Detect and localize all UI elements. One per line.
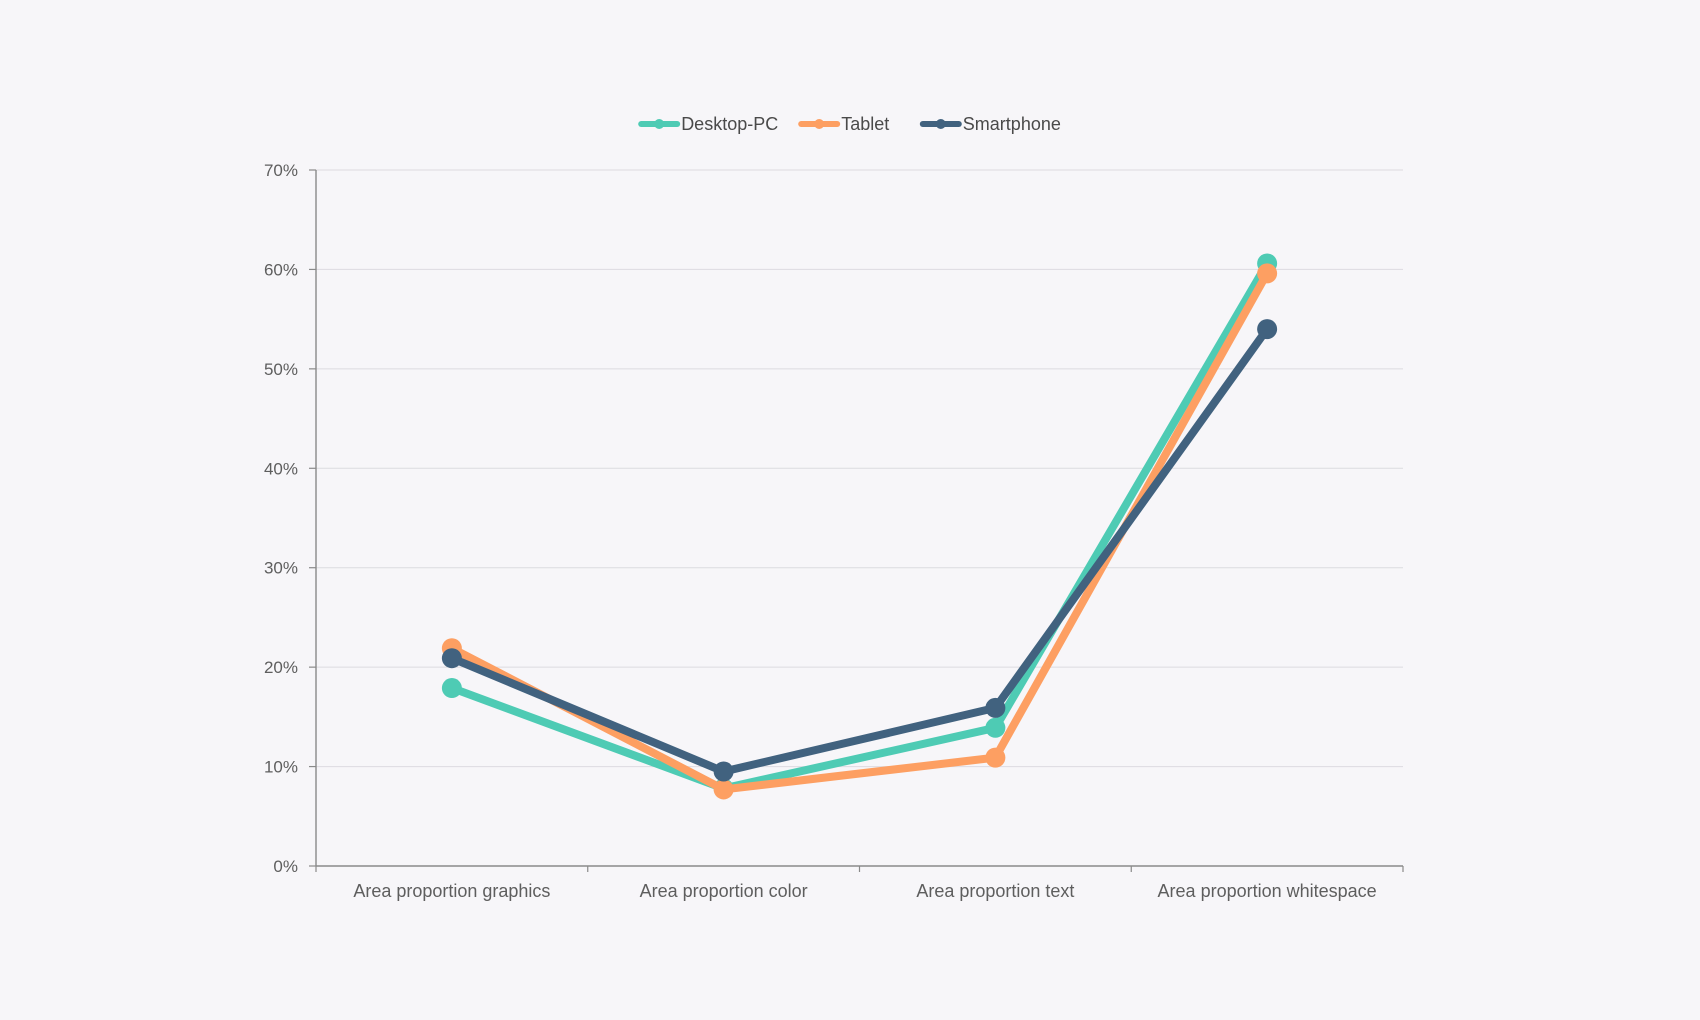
x-tick-label: Area proportion graphics [353,881,550,901]
series-smartphone [441,319,1278,782]
data-point-desktop-pc[interactable] [985,717,1006,738]
series-line-smartphone [447,325,1272,776]
data-point-smartphone[interactable] [985,697,1006,718]
x-tick-label: Area proportion whitespace [1158,881,1377,901]
data-point-desktop-pc[interactable] [441,678,462,699]
legend-item-tablet[interactable]: Tablet [798,114,889,134]
y-tick-label: 70% [264,161,298,180]
y-tick-label: 40% [264,459,298,478]
legend-label: Tablet [841,114,889,134]
grid-lines [316,169,1403,768]
y-tick-label: 20% [264,658,298,677]
legend-label: Desktop-PC [681,114,778,134]
series-lines [441,253,1278,800]
legend-dot-marker [654,119,665,129]
data-point-smartphone[interactable] [1257,319,1278,340]
y-tick-label: 50% [264,360,298,379]
legend-label: Smartphone [963,114,1061,134]
y-axis-ticks: 0% 10% 20% 30% 40% 50% 60% 70% [264,161,316,876]
data-point-smartphone[interactable] [713,761,734,782]
data-point-tablet[interactable] [985,747,1006,768]
y-tick-label: 0% [273,857,298,876]
data-point-smartphone[interactable] [441,648,462,669]
x-tick-label: Area proportion color [640,881,808,901]
y-tick-label: 10% [264,758,298,777]
legend-item-desktop-pc[interactable]: Desktop-PC [638,114,778,134]
series-desktop-pc [441,253,1278,799]
data-point-tablet[interactable] [713,779,734,800]
x-axis-ticks: Area proportion graphics Area proportion … [315,866,1404,901]
y-tick-label: 60% [264,260,298,279]
legend-dot-marker [935,119,946,129]
legend-item-smartphone[interactable]: Smartphone [919,114,1061,134]
y-tick-label: 30% [264,559,298,578]
series-tablet [441,263,1278,800]
series-line-desktop-pc [447,259,1272,793]
x-tick-label: Area proportion text [916,881,1074,901]
data-point-tablet[interactable] [1257,263,1278,284]
legend: Desktop-PC Tablet Smartphone [638,114,1061,134]
legend-dot-marker [814,119,825,129]
